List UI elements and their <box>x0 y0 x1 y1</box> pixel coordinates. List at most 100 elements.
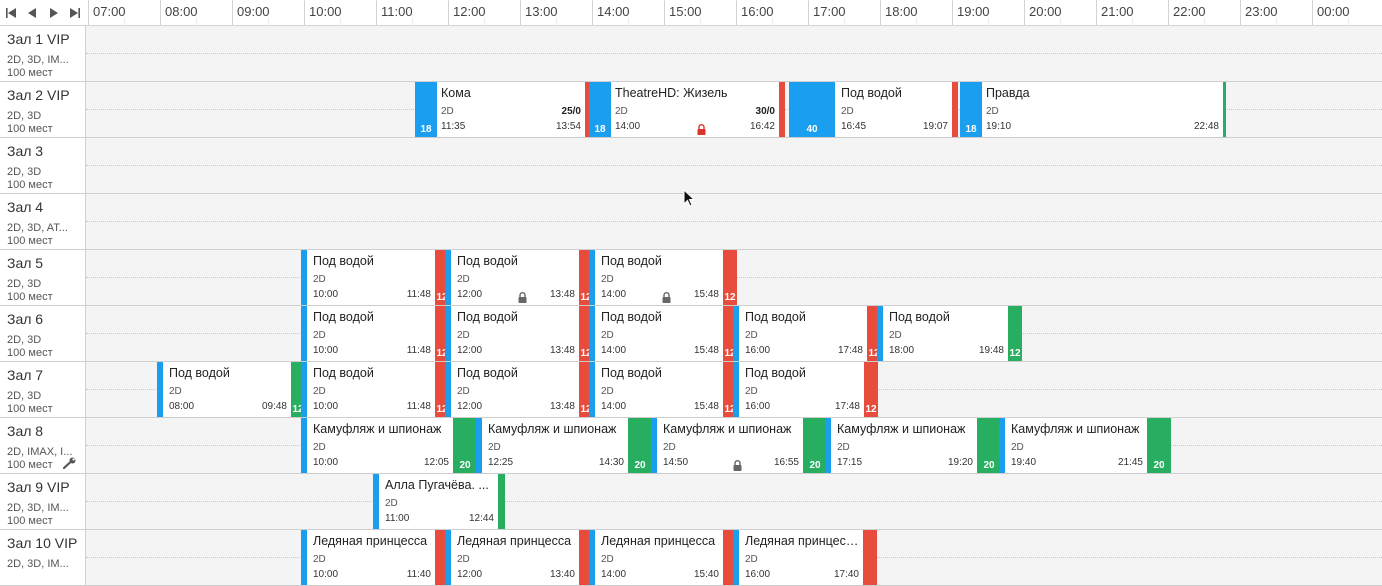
session-block[interactable]: 18 Правда 2D 19:10 22:48 <box>960 82 1226 138</box>
hall-info[interactable]: Зал 7 2D, 3D 100 мест <box>0 362 86 417</box>
session-block[interactable]: Под водой 2D 16:45 19:07 <box>835 82 958 138</box>
lead-bar <box>733 530 739 585</box>
session-end: 09:48 <box>261 401 287 412</box>
session-block[interactable]: 18 TheatreHD: Жизель 2D 14:00 16:42 30/0 <box>589 82 785 138</box>
session-block[interactable]: Ледяная принцесса 2D 10:00 11:40 <box>301 530 449 586</box>
session-block[interactable]: 12 Под водой 2D 12:00 13:48 <box>445 250 593 306</box>
session-start: 16:45 <box>841 121 867 132</box>
hour-label: 10:00 <box>304 0 376 26</box>
session-block[interactable]: 12 Под водой 2D 16:00 17:48 <box>733 306 881 362</box>
session-block[interactable]: Ледяная принцесса 2D 12:00 13:40 <box>445 530 593 586</box>
hall-row: Зал 5 2D, 3D 100 мест 12 Под водой 2D 10:00 11:… <box>0 250 1382 306</box>
session-format: 2D <box>488 442 501 453</box>
session-block[interactable]: 20 Камуфляж и шпионаж 2D 10:00 12:05 <box>301 418 477 474</box>
session-start: 18:00 <box>889 345 915 356</box>
lane-divider <box>86 165 1382 166</box>
session-block[interactable]: 12 Под водой 2D 14:00 15:48 <box>589 306 737 362</box>
session-block[interactable]: 12 Под водой 2D 18:00 19:48 <box>877 306 1022 362</box>
hall-info[interactable]: Зал 5 2D, 3D 100 мест <box>0 250 86 305</box>
first-page-icon[interactable] <box>4 6 18 20</box>
hour-label: 17:00 <box>808 0 880 26</box>
session-block[interactable]: 18 Кома 2D 11:35 13:54 25/0 <box>415 82 591 138</box>
hall-info[interactable]: Зал 1 VIP 2D, 3D, IM... 100 мест <box>0 26 86 81</box>
session-start: 10:00 <box>313 457 339 468</box>
session-end: 15:48 <box>693 401 719 412</box>
session-block[interactable]: 20 Камуфляж и шпионаж 2D 14:50 16:55 <box>651 418 827 474</box>
lead-bar <box>445 362 451 417</box>
session-block[interactable]: 20 Камуфляж и шпионаж 2D 17:15 19:20 <box>825 418 1001 474</box>
session-title: Камуфляж и шпионаж <box>663 422 792 436</box>
hall-timeline-lane[interactable] <box>86 26 1382 81</box>
session-block[interactable]: 12 Под водой 2D 14:00 15:48 <box>589 362 737 418</box>
hall-row: Зал 6 2D, 3D 100 мест 12 Под водой 2D 10:00 11:… <box>0 306 1382 362</box>
age-rating: 20 <box>1153 460 1165 471</box>
session-block[interactable]: Ледяная принцесса 2D 14:00 15:40 <box>589 530 737 586</box>
age-rating: 12 <box>1009 348 1021 359</box>
session-block[interactable]: 12 Под водой 2D 10:00 11:48 <box>301 362 449 418</box>
half-hour-tick <box>1204 18 1205 26</box>
hall-formats: 2D, 3D <box>7 167 42 178</box>
session-block[interactable]: 20 Камуфляж и шпионаж 2D 19:40 21:45 <box>999 418 1171 474</box>
prev-icon[interactable] <box>25 6 39 20</box>
half-hour-tick <box>196 18 197 26</box>
hall-seats: 100 мест <box>7 459 53 471</box>
hall-info[interactable]: Зал 3 2D, 3D 100 мест <box>0 138 86 193</box>
session-block[interactable]: Ледяная принцесса 2D 16:00 17:40 <box>733 530 877 586</box>
hour-label: 21:00 <box>1096 0 1168 26</box>
trail-bar <box>863 530 877 585</box>
session-start: 10:00 <box>313 401 339 412</box>
hall-info[interactable]: Зал 10 VIP 2D, 3D, IM... <box>0 530 86 585</box>
half-hour-tick <box>124 18 125 26</box>
lead-bar <box>999 418 1005 473</box>
age-rating: 12 <box>292 404 304 415</box>
hall-info[interactable]: Зал 6 2D, 3D 100 мест <box>0 306 86 361</box>
session-block[interactable]: 12 Под водой 2D 12:00 13:48 <box>445 362 593 418</box>
hall-formats: 2D, 3D, IM... <box>7 55 69 66</box>
session-title: TheatreHD: Жизель <box>615 86 728 100</box>
lead-bar <box>445 530 451 585</box>
session-format: 2D <box>313 386 326 397</box>
hall-info[interactable]: Зал 9 VIP 2D, 3D, IM... 100 мест <box>0 474 86 529</box>
trail-bar <box>952 82 958 137</box>
session-end: 13:40 <box>549 569 575 580</box>
next-icon[interactable] <box>47 6 61 20</box>
session-start: 10:00 <box>313 345 339 356</box>
hour-label: 11:00 <box>376 0 448 26</box>
session-block[interactable]: 12 Под водой 2D 10:00 11:48 <box>301 250 449 306</box>
age-rating: 20 <box>983 460 995 471</box>
session-title: Под водой <box>745 310 806 324</box>
hour-label: 23:00 <box>1240 0 1312 26</box>
hall-info[interactable]: Зал 8 2D, IMAX, I... 100 мест <box>0 418 86 473</box>
session-block[interactable]: 20 Камуфляж и шпионаж 2D 12:25 14:30 <box>476 418 652 474</box>
session-format: 2D <box>457 386 470 397</box>
session-end: 13:48 <box>549 289 575 300</box>
hall-info[interactable]: Зал 4 2D, 3D, AT... 100 мест <box>0 194 86 249</box>
age-rating: 18 <box>420 124 432 135</box>
hall-timeline-lane[interactable] <box>86 194 1382 249</box>
wrench-icon[interactable] <box>62 456 77 470</box>
hour-label: 08:00 <box>160 0 232 26</box>
session-title: Камуфляж и шпионаж <box>1011 422 1140 436</box>
half-hour-tick <box>556 18 557 26</box>
session-block[interactable]: 12 Под водой 2D 10:00 11:48 <box>301 306 449 362</box>
hall-timeline-lane[interactable] <box>86 138 1382 193</box>
session-block[interactable]: 12 Под водой 2D 14:00 15:48 <box>589 250 737 306</box>
hall-timeline-lane[interactable] <box>86 474 1382 529</box>
last-page-icon[interactable] <box>68 6 82 20</box>
hall-seats: 100 мест <box>7 179 53 191</box>
hall-info[interactable]: Зал 2 VIP 2D, 3D 100 мест <box>0 82 86 137</box>
session-end: 19:48 <box>978 345 1004 356</box>
session-block[interactable]: 12 Под водой 2D 12:00 13:48 <box>445 306 593 362</box>
session-title: Камуфляж и шпионаж <box>488 422 617 436</box>
session-block[interactable]: Алла Пугачёва. ... 2D 11:00 12:44 <box>373 474 505 530</box>
hour-label: 07:00 <box>88 0 160 26</box>
session-block[interactable]: 12 Под водой 2D 16:00 17:48 <box>733 362 878 418</box>
session-end: 14:30 <box>598 457 624 468</box>
lead-bar <box>373 474 379 529</box>
hall-seats: 100 мест <box>7 403 53 415</box>
session-title: Алла Пугачёва. ... <box>385 478 489 492</box>
session-block[interactable]: 40 <box>789 82 835 138</box>
half-hour-tick <box>1348 18 1349 26</box>
lock-icon <box>518 290 527 303</box>
session-block[interactable]: 12 Под водой 2D 08:00 09:48 <box>157 362 305 418</box>
